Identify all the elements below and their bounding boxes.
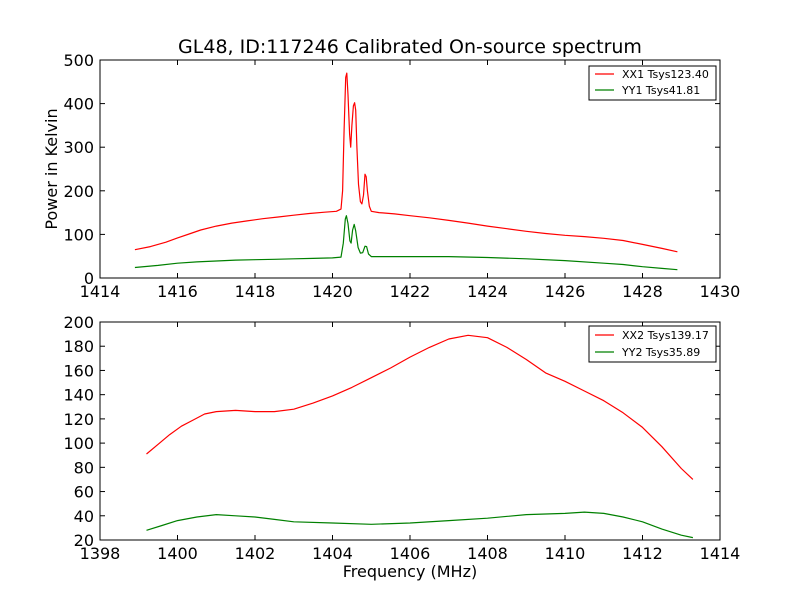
bottom-x-tick-label: 1404: [312, 544, 353, 563]
top-x-tick-label: 1428: [622, 282, 663, 301]
top-x-tick-label: 1426: [545, 282, 586, 301]
bottom-y-tick-label: 200: [63, 313, 94, 332]
bottom-y-tick-label: 140: [63, 386, 94, 405]
top-spectrum-panel: 1414 1416 1418 1420 1422 1424 1426 1428 1430 0 100…: [42, 51, 740, 301]
top-legend: XX1 Tsys123.40 YY1 Tsys41.81: [588, 65, 717, 101]
top-x-tick-label: 1418: [235, 282, 276, 301]
figure-title: GL48, ID:117246 Calibrated On-source spe…: [178, 36, 642, 58]
top-y-tick-label: 500: [63, 51, 94, 70]
top-x-tick-label: 1414: [80, 282, 121, 301]
bottom-series-line-1: [146, 334, 694, 480]
bottom-x-tick-label: 1402: [235, 544, 276, 563]
bottom-x-tick-label: 1400: [157, 544, 198, 563]
top-x-tick-label: 1420: [312, 282, 353, 301]
bottom-x-tick-label: 1408: [467, 544, 508, 563]
bottom-x-tick-label: 1398: [80, 544, 121, 563]
bottom-legend: XX2 Tsys139.17 YY2 Tsys35.89: [588, 325, 717, 363]
top-series-line-2: [134, 215, 678, 271]
bottom-y-tick-label: 40: [74, 507, 94, 526]
top-x-tick-label: 1430: [700, 282, 741, 301]
top-y-tick-label: 0: [84, 269, 94, 288]
bottom-x-tick-label: 1406: [390, 544, 431, 563]
bottom-y-tick-label: 120: [63, 410, 94, 429]
top-legend-label-xx1: XX1 Tsys123.40: [622, 68, 709, 81]
top-legend-label-yy1: YY1 Tsys41.81: [621, 84, 700, 97]
bottom-y-tick-label: 20: [74, 531, 94, 550]
top-x-tick-label: 1422: [390, 282, 431, 301]
top-x-tick-label: 1424: [467, 282, 508, 301]
top-y-tick-label: 200: [63, 182, 94, 201]
bottom-y-tick-label: 60: [74, 483, 94, 502]
bottom-y-tick-label: 180: [63, 337, 94, 356]
top-y-axis-label: Power in Kelvin: [42, 108, 61, 229]
bottom-x-tick-label: 1410: [545, 544, 586, 563]
bottom-legend-label-yy2: YY2 Tsys35.89: [621, 346, 700, 359]
top-series-line-1: [134, 72, 678, 253]
bottom-y-tick-label: 100: [63, 434, 94, 453]
bottom-x-axis-label: Frequency (MHz): [343, 562, 477, 581]
top-x-tick-label: 1416: [157, 282, 198, 301]
top-y-tick-label: 400: [63, 95, 94, 114]
bottom-x-tick-label: 1412: [622, 544, 663, 563]
bottom-legend-label-xx2: XX2 Tsys139.17: [622, 329, 709, 342]
bottom-series-line-2: [146, 511, 694, 539]
top-y-tick-label: 100: [63, 225, 94, 244]
top-y-tick-label: 300: [63, 138, 94, 157]
bottom-spectrum-panel: 1398 1400 1402 1404 1406 1408 1410 1412 1414 20 40…: [63, 313, 740, 581]
bottom-y-tick-label: 80: [74, 458, 94, 477]
bottom-x-tick-label: 1414: [700, 544, 741, 563]
top-legend-box: [588, 65, 717, 101]
bottom-y-tick-label: 160: [63, 361, 94, 380]
bottom-legend-box: [588, 325, 717, 363]
